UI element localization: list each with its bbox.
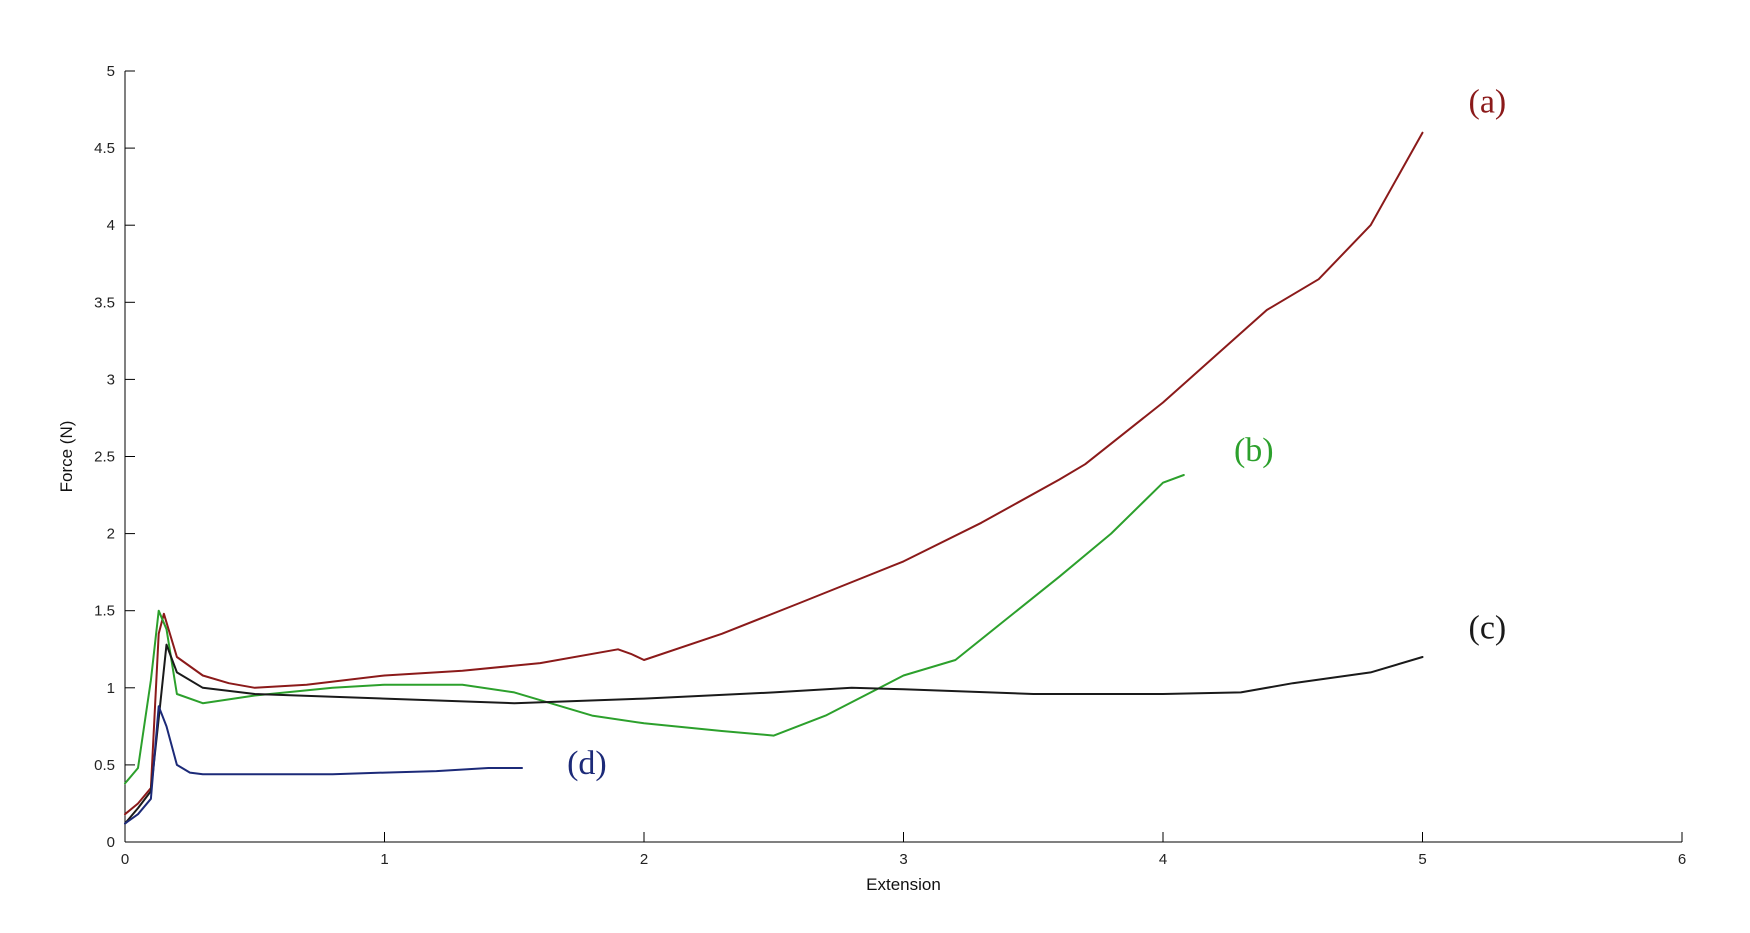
y-tick-label: 3 bbox=[107, 371, 115, 388]
series-line-d bbox=[124, 705, 523, 825]
y-tick-label: 3.5 bbox=[94, 294, 115, 311]
y-axis-title: Force (N) bbox=[57, 421, 76, 493]
y-tick-label: 4 bbox=[107, 217, 115, 234]
series-label-c: (c) bbox=[1469, 609, 1507, 646]
y-tick-label: 1 bbox=[107, 680, 115, 697]
x-tick-label: 2 bbox=[640, 851, 648, 868]
y-tick-label: 1.5 bbox=[94, 603, 115, 620]
y-tick-label: 2.5 bbox=[94, 449, 115, 466]
series-label-b: (b) bbox=[1234, 432, 1274, 469]
x-tick-label: 3 bbox=[899, 851, 907, 868]
x-tick-label: 1 bbox=[380, 851, 388, 868]
series-label-d: (d) bbox=[567, 745, 607, 782]
series-label-a: (a) bbox=[1469, 84, 1507, 121]
x-ticks: 0 1 2 3 4 5 6 bbox=[121, 832, 1686, 868]
y-ticks: 0 0.5 1 1.5 2 2.5 3 3.5 4 4.5 5 bbox=[94, 63, 135, 851]
y-tick-label: 2 bbox=[107, 526, 115, 543]
y-tick-label: 5 bbox=[107, 63, 115, 80]
axes: 0 1 2 3 4 5 6 0 0.5 1 1.5 2 2.5 3 3.5 4 4.5 5 bbox=[94, 63, 1686, 868]
series-layer bbox=[124, 131, 1424, 825]
series-line-b bbox=[124, 474, 1185, 785]
annotation-layer: (a) (b) (c) (d) bbox=[567, 84, 1506, 783]
x-tick-label: 4 bbox=[1159, 851, 1167, 868]
series-line-c bbox=[124, 643, 1424, 825]
series-line-a bbox=[124, 131, 1424, 816]
y-tick-label: 4.5 bbox=[94, 140, 115, 157]
x-tick-label: 5 bbox=[1418, 851, 1426, 868]
x-tick-label: 0 bbox=[121, 851, 129, 868]
y-tick-label: 0.5 bbox=[94, 757, 115, 774]
y-tick-label: 0 bbox=[107, 834, 115, 851]
x-axis-title: Extension bbox=[866, 875, 941, 894]
x-tick-label: 6 bbox=[1678, 851, 1686, 868]
